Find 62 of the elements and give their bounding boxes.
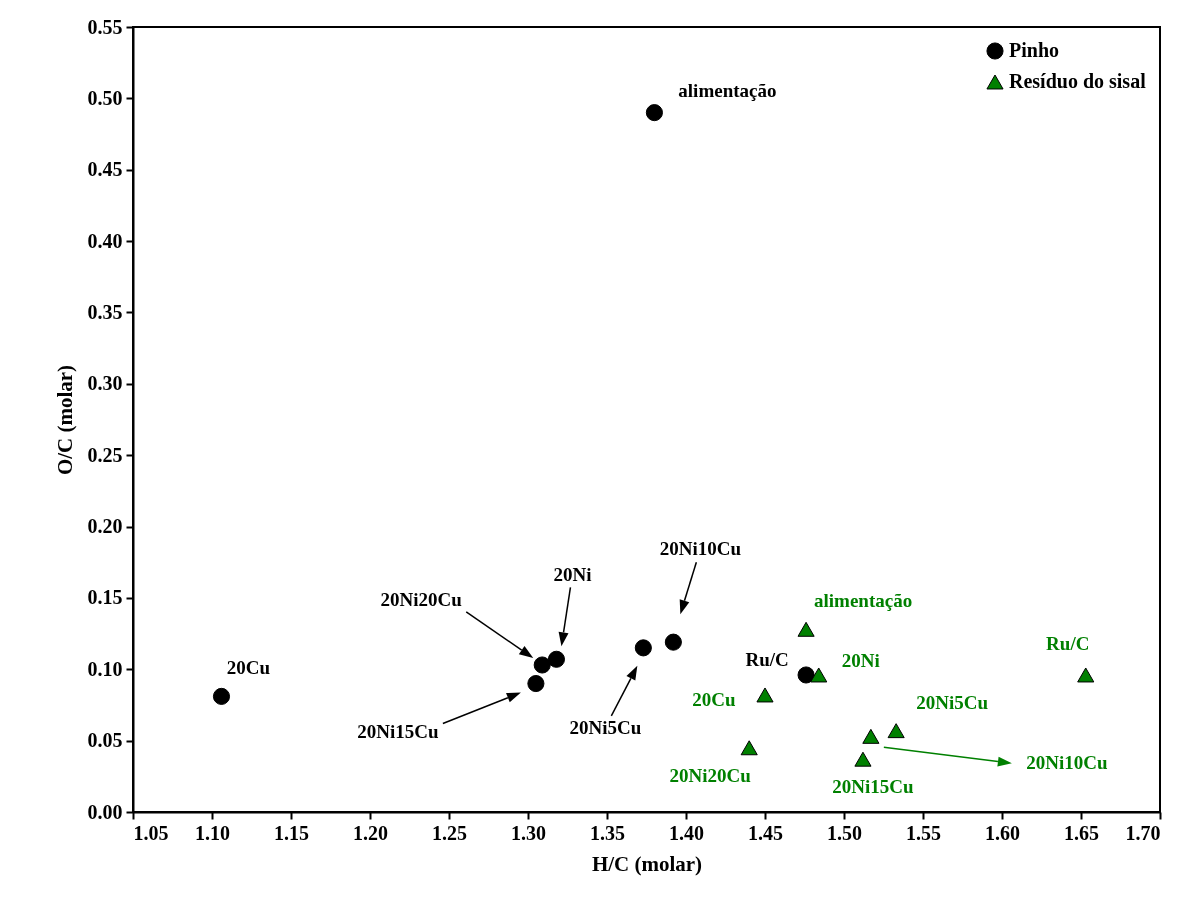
y-tick-label: 0.45 bbox=[87, 158, 123, 181]
point bbox=[664, 633, 682, 651]
annotation: 20Ni5Cu bbox=[569, 716, 642, 738]
point bbox=[810, 667, 828, 683]
annotation: 20Ni15Cu bbox=[832, 776, 915, 798]
x-tick-label: 1.55 bbox=[906, 821, 941, 844]
y-axis-title: O/C (molar) bbox=[52, 364, 77, 476]
annotation: 20Ni20Cu bbox=[380, 588, 463, 610]
x-tick-label: 1.65 bbox=[1064, 821, 1099, 844]
legend-label: Pinho bbox=[1009, 39, 1060, 61]
annotation: 20Ni20Cu bbox=[669, 764, 752, 786]
y-tick-label: 0.25 bbox=[87, 443, 123, 466]
point bbox=[634, 639, 652, 657]
point bbox=[645, 104, 663, 122]
annotation: alimentação bbox=[814, 590, 913, 612]
x-tick-label: 1.15 bbox=[274, 821, 309, 844]
legend-label: Resíduo do sisal bbox=[1009, 70, 1147, 92]
point bbox=[1077, 667, 1095, 683]
y-tick-label: 0.00 bbox=[87, 800, 123, 823]
x-tick-label: 1.30 bbox=[511, 821, 546, 844]
y-tick-label: 0.55 bbox=[87, 15, 123, 38]
x-axis-title: H/C (molar) bbox=[591, 851, 703, 876]
point bbox=[527, 675, 545, 693]
x-tick-label: 1.50 bbox=[827, 821, 862, 844]
x-tick-label: 1.70 bbox=[1125, 821, 1161, 844]
y-tick-label: 0.20 bbox=[87, 515, 123, 538]
point bbox=[533, 656, 551, 674]
point bbox=[887, 723, 905, 739]
x-tick-label: 1.20 bbox=[353, 821, 388, 844]
annotation: 20Ni bbox=[841, 649, 880, 671]
x-tick-label: 1.60 bbox=[985, 821, 1020, 844]
y-tick-label: 0.30 bbox=[87, 372, 123, 395]
point bbox=[854, 751, 872, 767]
annotation: 20Ni15Cu bbox=[357, 720, 439, 742]
point bbox=[547, 650, 565, 668]
x-tick-label: 1.05 bbox=[133, 821, 169, 844]
y-tick-label: 0.50 bbox=[87, 86, 123, 109]
annotation: Ru/C bbox=[1046, 632, 1090, 654]
annotation: 20Cu bbox=[692, 688, 737, 710]
y-tick-label: 0.40 bbox=[87, 229, 123, 252]
annotation: 20Ni10Cu bbox=[659, 538, 742, 560]
annotation: 20Ni5Cu bbox=[916, 691, 989, 713]
annotation: 20Ni10Cu bbox=[1026, 752, 1108, 774]
y-tick-label: 0.35 bbox=[87, 300, 123, 323]
annotation: 20Cu bbox=[226, 657, 271, 679]
annotation: alimentação bbox=[678, 79, 777, 101]
y-tick-label: 0.10 bbox=[87, 657, 123, 680]
point bbox=[212, 687, 231, 705]
y-tick-label: 0.05 bbox=[87, 729, 123, 752]
x-tick-label: 1.40 bbox=[669, 821, 704, 844]
x-tick-label: 1.35 bbox=[590, 821, 625, 844]
annotation: 20Ni bbox=[553, 564, 592, 586]
point bbox=[797, 666, 815, 684]
point bbox=[797, 621, 815, 637]
annotation: Ru/C bbox=[745, 648, 789, 670]
point bbox=[740, 740, 758, 756]
point bbox=[756, 687, 774, 703]
point bbox=[862, 728, 880, 744]
x-tick-label: 1.25 bbox=[432, 821, 467, 844]
y-tick-label: 0.15 bbox=[87, 586, 123, 609]
x-tick-label: 1.45 bbox=[748, 821, 783, 844]
x-tick-label: 1.10 bbox=[195, 821, 230, 844]
